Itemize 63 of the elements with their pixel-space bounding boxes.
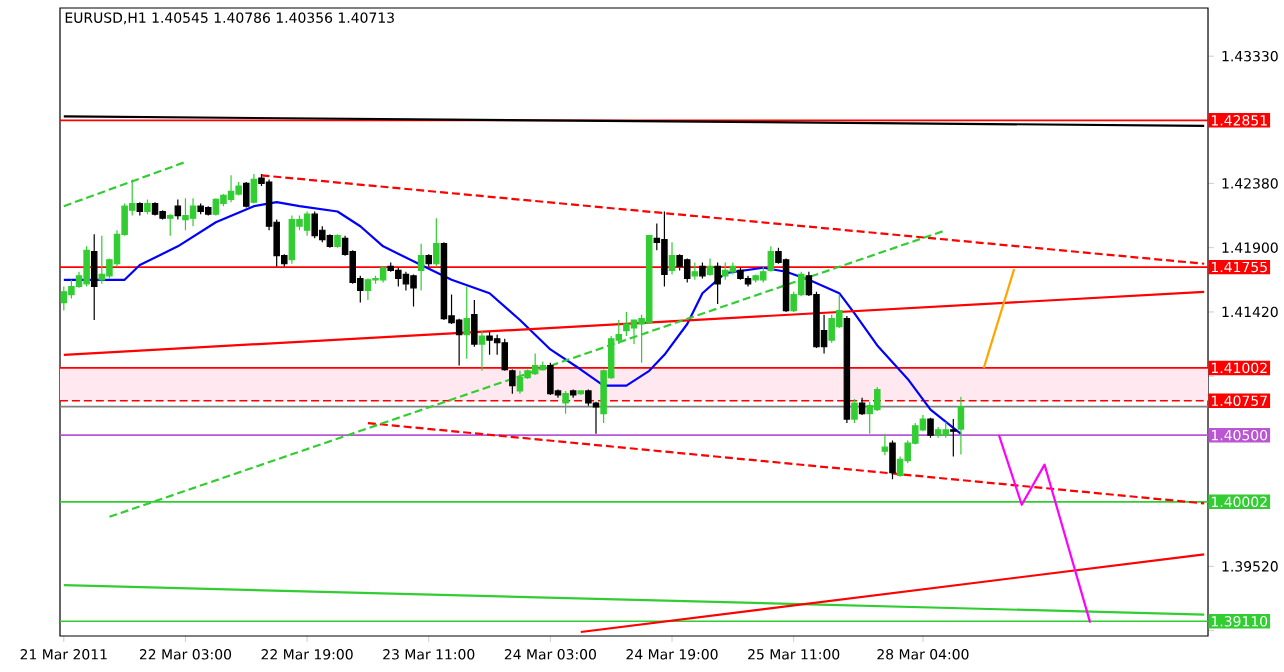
candlestick (151, 201, 159, 217)
candlestick (547, 362, 554, 396)
candlestick (243, 181, 250, 209)
candlestick (395, 267, 402, 288)
candlestick (516, 370, 524, 395)
candlestick (235, 181, 242, 197)
candlestick (227, 174, 235, 203)
candlestick (197, 202, 204, 215)
candlestick (159, 209, 166, 221)
candlestick (661, 210, 668, 288)
candlestick (721, 261, 729, 281)
candlestick (706, 257, 714, 277)
line-series (997, 434, 1092, 624)
candlestick (927, 417, 934, 439)
candlestick (144, 198, 151, 215)
candlestick (539, 360, 547, 372)
line-series (62, 201, 963, 435)
candlestick (752, 273, 759, 284)
candlestick (851, 398, 858, 424)
candlestick (334, 233, 341, 249)
candlestick (433, 217, 440, 268)
candlestick (668, 241, 676, 276)
candlestick (182, 197, 189, 231)
candlestick (950, 418, 957, 458)
candlestick (471, 299, 478, 348)
candlestick (714, 261, 721, 305)
candlestick (90, 233, 98, 321)
candlestick (744, 275, 752, 288)
candlestick (934, 426, 942, 439)
candlestick (166, 213, 174, 237)
candlestick (569, 389, 577, 399)
candlestick (683, 257, 691, 284)
candlestick (486, 331, 493, 356)
candlestick (889, 439, 896, 480)
candlestick (425, 253, 432, 268)
candlestick (311, 210, 318, 239)
candlestick (410, 273, 417, 308)
candlestick (691, 261, 699, 281)
candlestick (303, 210, 311, 237)
candlestick (509, 368, 516, 395)
candlestick (699, 261, 706, 280)
candlestick (478, 330, 486, 372)
candlestick (623, 311, 630, 337)
candlestick (577, 390, 585, 396)
candlestick (737, 267, 744, 281)
candlestick (83, 245, 90, 288)
candlestick (204, 205, 212, 217)
candlestick (957, 396, 965, 456)
candlestick (562, 390, 569, 415)
candlestick (364, 277, 372, 301)
candlestick (942, 421, 949, 439)
candlestick (417, 243, 425, 292)
candlestick (881, 433, 889, 456)
candlestick (189, 197, 197, 227)
candlestick (98, 235, 106, 285)
candlestick (60, 285, 68, 312)
candlestick (463, 285, 471, 360)
candlestick (531, 352, 539, 376)
candlestick (250, 173, 258, 205)
candlestick (174, 198, 182, 221)
candlestick (858, 397, 866, 416)
candlestick (501, 338, 509, 372)
candlestick (326, 233, 334, 249)
